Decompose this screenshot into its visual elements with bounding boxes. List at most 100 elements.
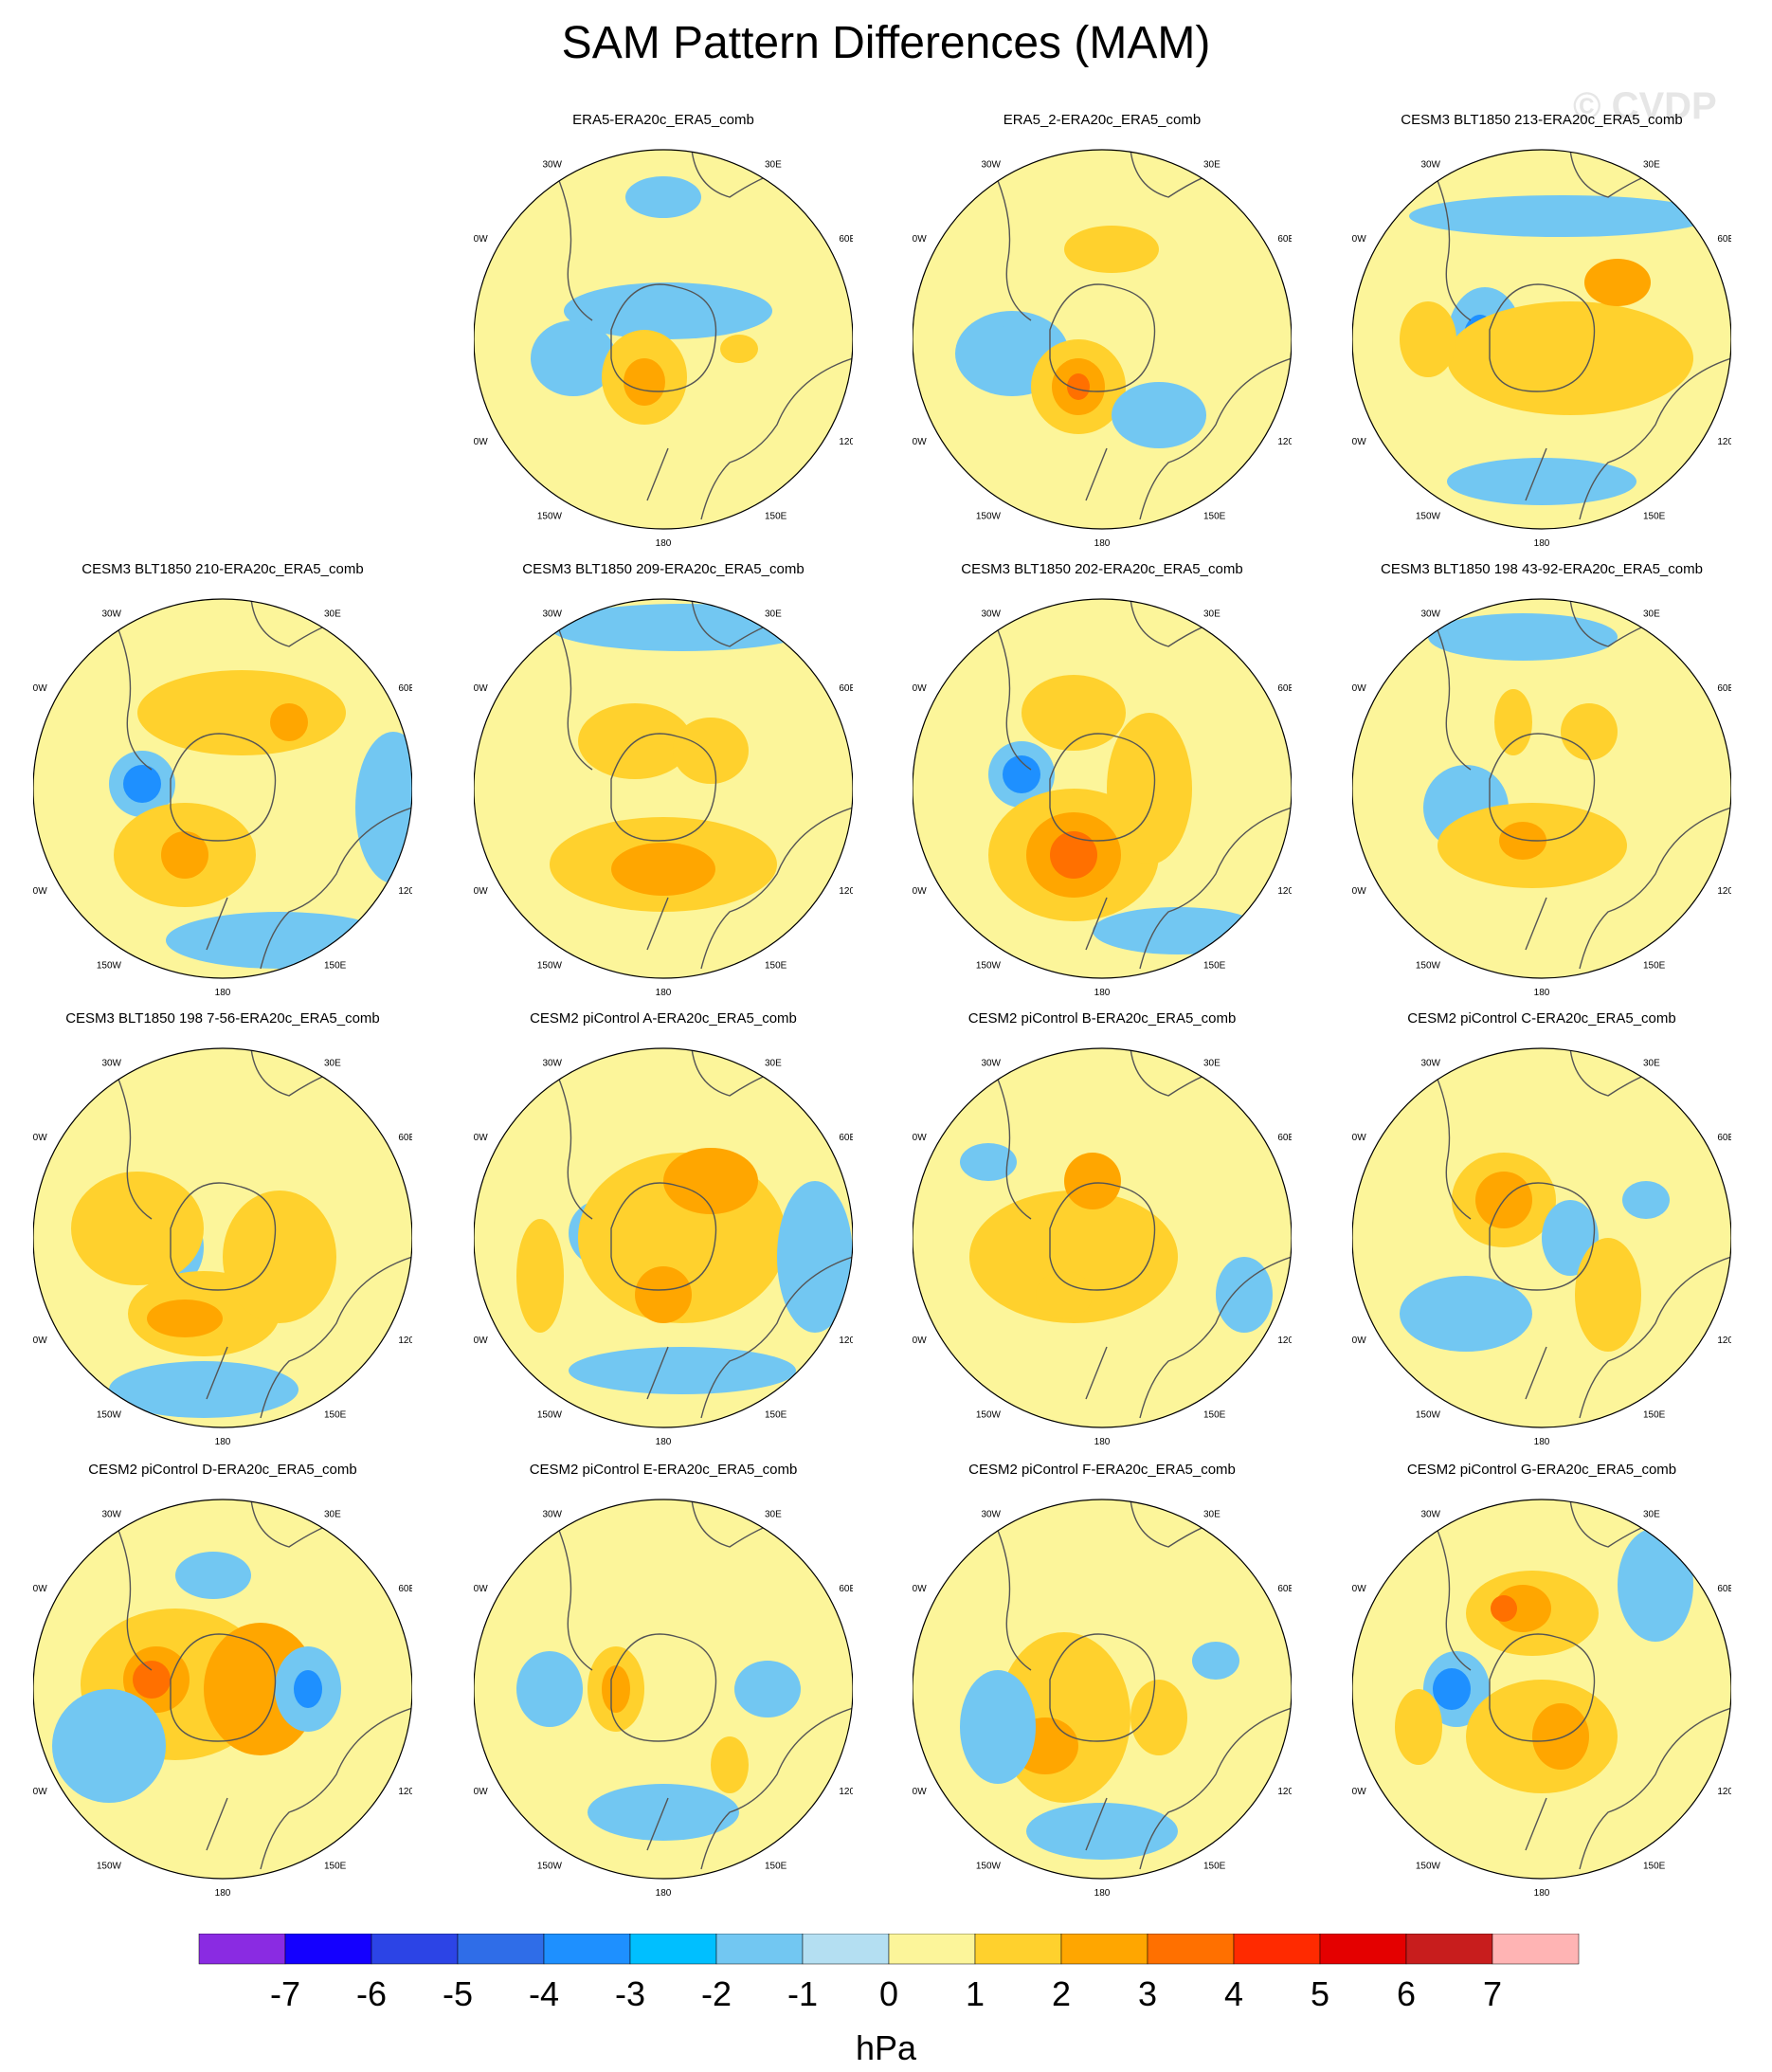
south-america-coastline [549,1057,593,1220]
longitude-label: 120E [1717,1336,1731,1346]
antarctica-coastline [1049,1182,1156,1291]
colorbar-tick-label: 7 [1483,1974,1502,2013]
longitude-label: 150E [765,511,787,521]
longitude-label: 150W [1416,960,1441,971]
cvdp-watermark: © CVDP [1573,85,1717,127]
contour-region [133,1661,171,1699]
contour-region [1400,301,1456,377]
contour-region [1067,373,1090,400]
longitude-label: 120E [1717,1787,1731,1797]
map-boundary [913,598,1292,979]
longitude-label: 0 [660,590,666,592]
longitude-label: 150E [765,1409,787,1420]
colorbar-swatch [457,1934,545,1965]
panel-title: CESM3 BLT1850 202-ERA20c_ERA5_comb [961,561,1243,577]
antarctica-coastline [610,1633,717,1742]
longitude-label: 0 [1099,590,1105,592]
contour-region [1064,1153,1121,1209]
polar-map: 030E60E90E120E150E180150W120W90W60W30W [1352,590,1731,998]
colorbar-tick-label: -3 [615,1974,645,2013]
colorbar-tick-label: 5 [1311,1974,1329,2013]
panel-title: CESM2 piControl F-ERA20c_ERA5_comb [968,1462,1236,1478]
contour-region [1561,703,1618,760]
contour-region [624,358,665,406]
antarctica-coastline [170,733,277,842]
contour-region [1216,1257,1273,1333]
contour-region [1003,755,1040,793]
longitude-label: 60W [1352,1133,1366,1143]
contour-region [1409,195,1712,237]
longitude-label: 120E [1717,437,1731,447]
longitude-label: 60W [913,683,927,694]
longitude-label: 150E [765,960,787,971]
longitude-label: 0 [1099,1490,1105,1493]
longitude-label: 30W [101,1510,121,1520]
new-zealand-coastline [646,447,669,501]
longitude-label: 150E [324,960,347,971]
longitude-label: 180 [1534,1888,1550,1899]
longitude-label: 120W [1352,1787,1366,1797]
longitude-label: 30E [765,1510,782,1520]
contour-region [1192,1642,1239,1680]
map-panel: CESM3 BLT1850 202-ERA20c_ERA5_comb 0 30E 60… [913,561,1292,1007]
longitude-label: 30W [542,160,562,171]
longitude-label: 120E [1277,1336,1292,1346]
longitude-label: 120W [474,1336,488,1346]
antarctica-coastline [1489,1182,1596,1291]
contour-region [294,1670,322,1708]
map-background [1352,599,1731,978]
longitude-label: 150E [1203,511,1226,521]
south-america-coastline [987,1508,1032,1671]
longitude-label: 180 [1094,538,1111,549]
contour-region [1499,822,1546,860]
longitude-label: 120W [913,1787,927,1797]
contour-region [569,1347,796,1394]
contour-region [673,718,749,784]
longitude-label: 120W [33,886,47,897]
australia-coastline [1579,357,1731,520]
longitude-label: 120W [913,437,927,447]
longitude-label: 30E [765,1059,782,1069]
map-panel: CESM3 BLT1850 213-ERA20c_ERA5_comb 0 30E 60… [1352,112,1731,557]
polar-map: 030E60E90E120E150E180150W120W90W60W30W [913,1039,1292,1447]
longitude-label: 120E [839,886,853,897]
longitude-label: 150W [976,960,1002,971]
south-america-coastline [1427,1057,1472,1220]
map-boundary [1352,1047,1731,1428]
australia-coastline [1579,1256,1731,1419]
colorbar: -7 -6 -5 -4 -3 -2 -1 0 1 2 3 4 5 6 7 [198,1934,1580,2013]
longitude-label: 150W [537,511,563,521]
contour-region [109,1361,298,1418]
contour-region [1395,1689,1442,1765]
map-boundary [1352,149,1731,530]
longitude-label: 60W [33,1133,47,1143]
longitude-label: 60W [474,1584,488,1594]
longitude-label: 30E [1203,1059,1221,1069]
map-boundary [1352,598,1731,979]
longitude-label: 60E [1277,1584,1292,1594]
map-panel: CESM2 piControl D-ERA20c_ERA5_comb 0 30E 60… [33,1462,412,1907]
contour-region [52,1689,166,1803]
south-america-coastline [1427,608,1472,771]
longitude-label: 60W [1352,1584,1366,1594]
longitude-label: 180 [215,1888,231,1899]
australia-coastline [260,1707,412,1870]
polar-map: 030E60E90E120E150E180150W120W90W60W30W [1352,140,1731,549]
polar-map: 030E60E90E120E150E180150W120W90W60W30W [33,1490,412,1899]
colorbar-tick-label: 4 [1224,1974,1243,2013]
longitude-label: 30E [1643,1059,1660,1069]
contour-region [1494,689,1532,755]
contour-region [1433,1668,1471,1710]
longitude-label: 150W [1416,1409,1441,1420]
longitude-label: 60E [839,683,853,694]
contour-region [625,176,701,218]
contour-region [161,831,208,879]
longitude-label: 60E [1717,1584,1731,1594]
map-boundary [474,1047,853,1428]
map-boundary [33,598,412,979]
contour-region [123,765,161,803]
contour-region [588,1784,739,1841]
map-boundary [474,149,853,530]
colorbar-swatch [198,1934,286,1965]
longitude-label: 30W [1420,160,1440,171]
